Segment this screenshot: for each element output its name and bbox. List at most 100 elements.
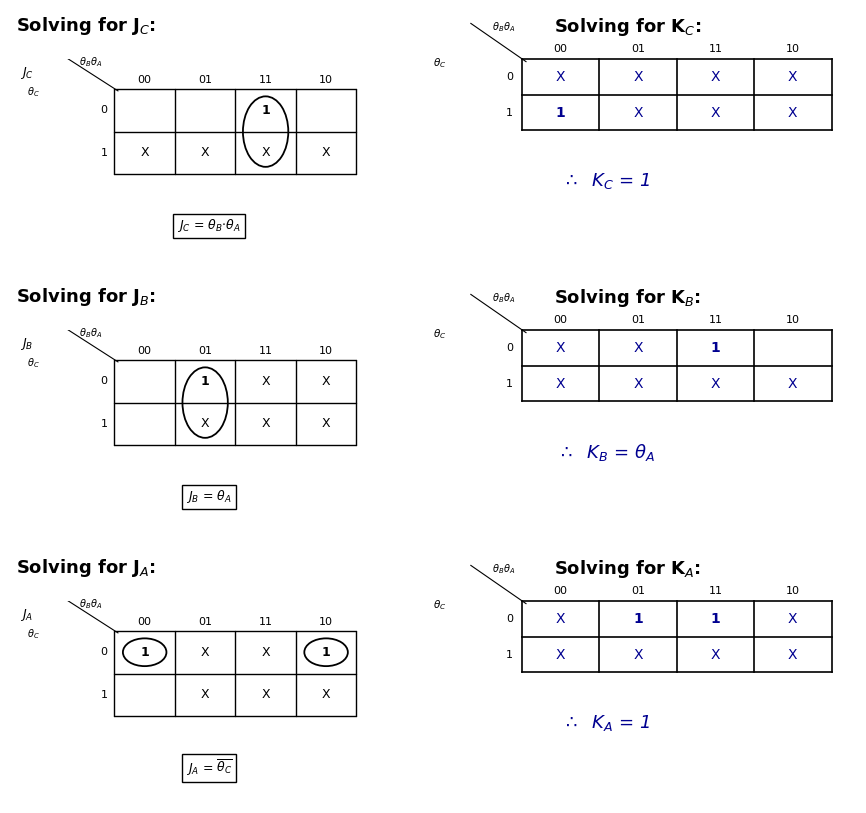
Text: $\theta$$_C$: $\theta$$_C$ (27, 627, 40, 641)
Text: X: X (201, 689, 210, 702)
Text: X: X (556, 341, 565, 355)
Text: X: X (788, 106, 798, 120)
Text: 0: 0 (100, 647, 107, 657)
Text: X: X (140, 146, 149, 159)
Text: J$_C$ = $\theta$$_B$$\cdot$$\theta$$_A$: J$_C$ = $\theta$$_B$$\cdot$$\theta$$_A$ (177, 218, 241, 234)
Text: 01: 01 (198, 617, 212, 627)
Text: $\therefore$  K$_A$ = 1: $\therefore$ K$_A$ = 1 (563, 713, 650, 733)
Text: X: X (556, 612, 565, 626)
Text: 11: 11 (708, 315, 722, 325)
Text: X: X (262, 689, 270, 702)
Text: $\therefore$  K$_B$ = $\theta$$_A$: $\therefore$ K$_B$ = $\theta$$_A$ (558, 441, 656, 463)
Text: 1: 1 (507, 379, 514, 389)
Text: 1: 1 (710, 612, 721, 626)
Text: X: X (633, 648, 643, 662)
Text: X: X (711, 648, 721, 662)
Text: X: X (322, 146, 331, 159)
Text: J$_A$ = $\overline{\theta_C}$: J$_A$ = $\overline{\theta_C}$ (185, 758, 232, 778)
Text: 00: 00 (553, 44, 567, 54)
Text: X: X (262, 646, 270, 659)
Text: Solving for J$_A$:: Solving for J$_A$: (16, 557, 156, 579)
Text: $\therefore$  K$_C$ = 1: $\therefore$ K$_C$ = 1 (562, 172, 651, 191)
Text: 11: 11 (259, 346, 273, 356)
Text: X: X (201, 146, 210, 159)
Text: X: X (322, 375, 331, 388)
Text: 00: 00 (138, 75, 152, 85)
Text: $\theta$$_B$$\theta$$_A$: $\theta$$_B$$\theta$$_A$ (80, 55, 103, 69)
Text: 10: 10 (319, 346, 333, 356)
Text: 0: 0 (507, 72, 514, 82)
Text: 00: 00 (553, 586, 567, 596)
Text: X: X (711, 106, 721, 120)
Text: X: X (556, 648, 565, 662)
Text: $\theta$$_C$: $\theta$$_C$ (433, 328, 446, 341)
Text: J$_B$: J$_B$ (20, 336, 33, 352)
Text: $\theta$$_B$$\theta$$_A$: $\theta$$_B$$\theta$$_A$ (492, 20, 515, 33)
Text: 1: 1 (100, 690, 107, 700)
Text: X: X (788, 70, 798, 84)
Text: $\theta$$_B$$\theta$$_A$: $\theta$$_B$$\theta$$_A$ (80, 326, 103, 340)
Text: 10: 10 (319, 617, 333, 627)
Text: J$_B$ = $\theta$$_A$: J$_B$ = $\theta$$_A$ (186, 489, 232, 506)
Text: X: X (711, 70, 721, 84)
Text: Solving for K$_A$:: Solving for K$_A$: (554, 558, 701, 580)
Text: X: X (322, 417, 331, 430)
Text: X: X (201, 417, 210, 430)
Text: X: X (788, 612, 798, 626)
Text: X: X (556, 70, 565, 84)
Text: 11: 11 (708, 44, 722, 54)
Text: $\theta$$_C$: $\theta$$_C$ (433, 598, 446, 612)
Text: 01: 01 (631, 315, 645, 325)
Text: X: X (633, 341, 643, 355)
Text: 1: 1 (507, 650, 514, 659)
Text: 11: 11 (708, 586, 722, 596)
Text: X: X (788, 376, 798, 390)
Text: Solving for K$_B$:: Solving for K$_B$: (554, 287, 701, 309)
Text: $\theta$$_C$: $\theta$$_C$ (433, 57, 446, 71)
Text: $\theta$$_B$$\theta$$_A$: $\theta$$_B$$\theta$$_A$ (492, 562, 515, 576)
Text: 1: 1 (201, 375, 210, 388)
Text: 01: 01 (198, 75, 212, 85)
Text: 00: 00 (553, 315, 567, 325)
Text: 11: 11 (259, 617, 273, 627)
Text: 01: 01 (631, 44, 645, 54)
Text: 11: 11 (259, 75, 273, 85)
Text: X: X (788, 648, 798, 662)
Text: X: X (322, 689, 331, 702)
Text: J$_C$: J$_C$ (20, 65, 34, 81)
Text: $\theta$$_C$: $\theta$$_C$ (27, 85, 40, 98)
Text: X: X (633, 376, 643, 390)
Text: X: X (262, 417, 270, 430)
Text: 00: 00 (138, 617, 152, 627)
Text: 0: 0 (100, 105, 107, 115)
Text: 10: 10 (319, 75, 333, 85)
Text: 1: 1 (100, 419, 107, 429)
Text: 1: 1 (100, 148, 107, 158)
Text: X: X (556, 376, 565, 390)
Text: 1: 1 (556, 106, 565, 120)
Text: 1: 1 (507, 107, 514, 118)
Text: 01: 01 (198, 346, 212, 356)
Text: $\theta$$_B$$\theta$$_A$: $\theta$$_B$$\theta$$_A$ (80, 598, 103, 611)
Text: X: X (201, 646, 210, 659)
Text: X: X (262, 375, 270, 388)
Text: 1: 1 (140, 646, 149, 659)
Text: 0: 0 (507, 614, 514, 624)
Text: X: X (711, 376, 721, 390)
Text: Solving for J$_C$:: Solving for J$_C$: (16, 15, 156, 37)
Text: Solving for J$_B$:: Solving for J$_B$: (16, 286, 156, 308)
Text: J$_A$: J$_A$ (20, 607, 33, 623)
Text: 1: 1 (633, 612, 643, 626)
Text: 10: 10 (785, 44, 800, 54)
Text: 01: 01 (631, 586, 645, 596)
Text: 0: 0 (100, 376, 107, 386)
Text: X: X (633, 106, 643, 120)
Text: 00: 00 (138, 346, 152, 356)
Text: Solving for K$_C$:: Solving for K$_C$: (554, 15, 701, 37)
Text: X: X (262, 146, 270, 159)
Text: 0: 0 (507, 343, 514, 353)
Text: 1: 1 (262, 104, 270, 117)
Text: 1: 1 (710, 341, 721, 355)
Text: $\theta$$_C$: $\theta$$_C$ (27, 356, 40, 370)
Text: $\theta$$_B$$\theta$$_A$: $\theta$$_B$$\theta$$_A$ (492, 291, 515, 305)
